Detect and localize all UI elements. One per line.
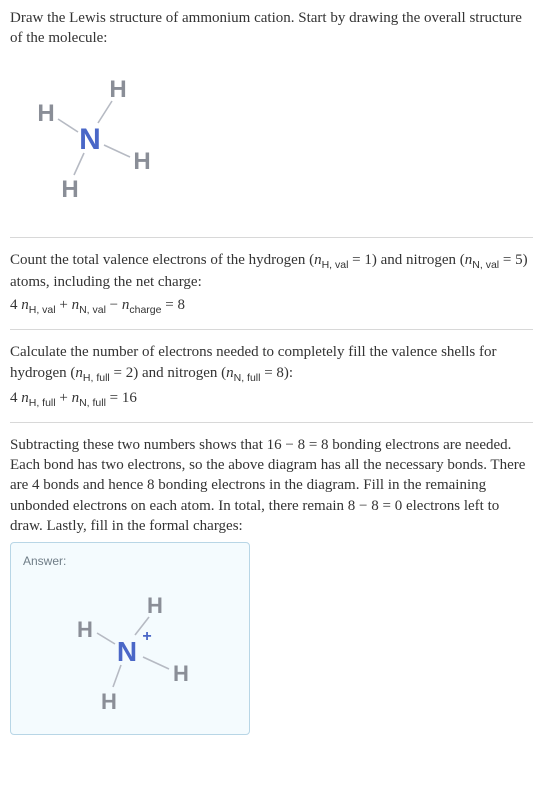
result-text: Subtracting these two numbers shows that… — [10, 435, 533, 536]
section-intro: Draw the Lewis structure of ammonium cat… — [10, 8, 533, 238]
subscript: H, full — [29, 397, 56, 409]
atom-n: N — [117, 636, 137, 667]
intro-text: Draw the Lewis structure of ammonium cat… — [10, 8, 533, 49]
section-result: Subtracting these two numbers shows that… — [10, 435, 533, 747]
valence-equation: 4 nH, val + nN, val − ncharge = 8 — [10, 295, 533, 317]
bond — [74, 153, 84, 175]
section-valence: Count the total valence electrons of the… — [10, 250, 533, 331]
atom-h: H — [77, 617, 93, 642]
subscript: charge — [129, 304, 161, 316]
coef: 4 — [10, 390, 21, 406]
var-n: n — [21, 297, 29, 313]
lewis-diagram-initial: N H H H H — [18, 61, 168, 211]
subscript: N, val — [472, 259, 499, 271]
atom-h: H — [109, 76, 126, 103]
text: = 1) and nitrogen ( — [348, 252, 464, 268]
fill-text: Calculate the number of electrons needed… — [10, 342, 533, 384]
subscript: H, val — [322, 259, 349, 271]
text: = 2) and nitrogen ( — [110, 365, 226, 381]
formal-charge-plus: + — [142, 628, 151, 645]
bond — [97, 633, 115, 644]
section-fill: Calculate the number of electrons needed… — [10, 342, 533, 423]
atom-h: H — [173, 661, 189, 686]
subscript: N, full — [234, 372, 261, 384]
valence-text: Count the total valence electrons of the… — [10, 250, 533, 292]
atom-h: H — [37, 100, 54, 127]
var-n: n — [75, 365, 83, 381]
var-n: n — [72, 390, 80, 406]
atom-h: H — [101, 689, 117, 714]
subscript: N, full — [79, 397, 106, 409]
structure-diagram: N H H H H — [10, 55, 533, 225]
coef: 4 — [10, 297, 21, 313]
text: Count the total valence electrons of the… — [10, 252, 314, 268]
answer-box: Answer: N + H H H H — [10, 542, 250, 734]
var-n: n — [21, 390, 29, 406]
answer-label: Answer: — [23, 553, 237, 569]
op: − — [106, 297, 122, 313]
subscript: H, full — [83, 372, 110, 384]
var-n: n — [314, 252, 322, 268]
op: + — [56, 297, 72, 313]
op: + — [56, 390, 72, 406]
result: = 8 — [161, 297, 184, 313]
subscript: H, val — [29, 304, 56, 316]
atom-n: N — [79, 123, 101, 156]
atom-h: H — [133, 148, 150, 175]
bond — [113, 665, 121, 687]
fill-equation: 4 nH, full + nN, full = 16 — [10, 388, 533, 410]
atom-h: H — [61, 176, 78, 203]
lewis-diagram-answer: N + H H H H — [23, 575, 239, 715]
bond — [58, 119, 78, 132]
text: = 8): — [260, 365, 293, 381]
var-n: n — [72, 297, 80, 313]
var-n: n — [226, 365, 234, 381]
atom-h: H — [147, 593, 163, 618]
result: = 16 — [106, 390, 137, 406]
bond — [143, 657, 169, 669]
subscript: N, val — [79, 304, 106, 316]
bond — [104, 145, 130, 157]
bond — [98, 101, 112, 123]
